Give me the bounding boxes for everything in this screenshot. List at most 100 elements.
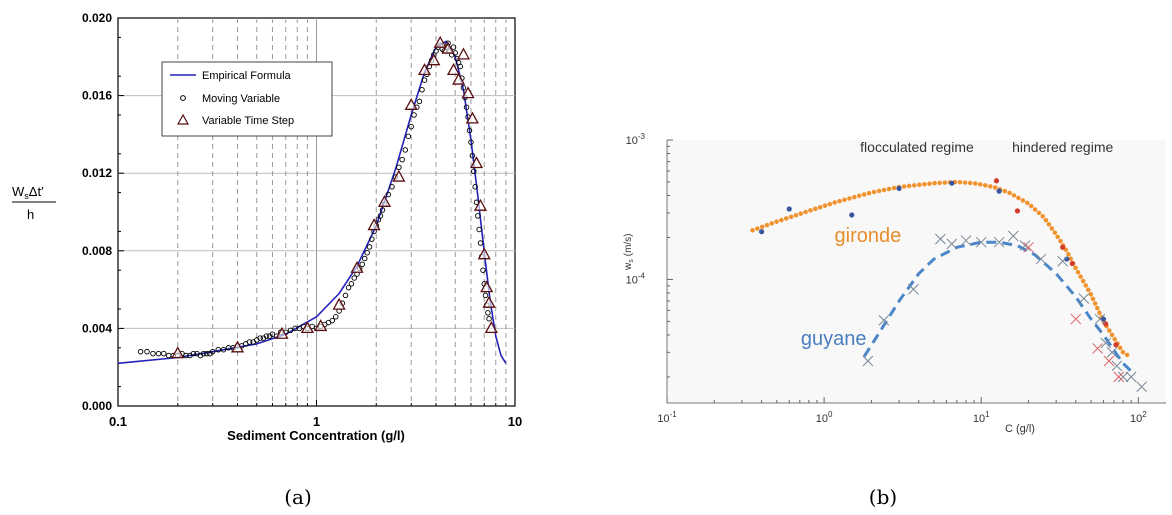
legend-swatch-variable [176,113,190,125]
y-tick-label: 0.012 [82,166,112,180]
guyane-measurement-point [1092,343,1103,354]
moving-variable-point [466,127,473,134]
y-tick-label: 0.020 [82,11,112,25]
moving-variable-point [257,335,263,341]
moving-variable-point [476,226,482,233]
moving-variable-point [385,191,392,198]
moving-variable-point [377,213,384,219]
chart-a-x-ticks: 0.1 1 10 [109,400,522,429]
gironde-measurement-point [1060,244,1066,250]
moving-variable-point [460,85,467,91]
moving-variable-point [359,261,365,268]
variable-time-step-point [417,63,432,76]
moving-variable-point [144,348,150,355]
y-label-sub: s [24,191,29,201]
moving-variable-point [411,112,417,118]
moving-variable-point [361,255,368,262]
moving-variable-point [485,310,491,316]
variable-time-step-point [473,198,488,211]
moving-variable-point [469,152,476,159]
moving-variable-point [329,317,335,324]
guyane-measurement-point [1136,381,1148,393]
variable-time-step-point [465,111,479,124]
chart-b: 10-1 100 101 102 10-3 10-4 flocculated regime… [623,132,1166,509]
gironde-measurement-point [786,206,792,212]
guyane-measurement-point [1100,337,1112,349]
guyane-measurement-point [960,235,972,246]
variable-time-step-point [461,86,475,99]
guyane-measurement-point [878,314,890,326]
variable-time-step-point [392,169,406,182]
moving-variable-point [408,123,414,130]
guyane-measurement-point [1070,313,1082,325]
x-tick-label: 0.1 [109,414,127,429]
moving-variable-point [348,281,355,287]
y-tick-label: 0.008 [82,244,112,258]
guyane-measurement-point [862,355,874,367]
b-y-label-sub: s [628,259,635,263]
chart-a-legend: Empirical Formula Moving Variable Variab… [161,61,333,137]
guyane-measurement-point [946,238,958,250]
gironde-measurement-point [758,229,765,235]
gironde-measurement-point [993,178,1000,184]
variable-time-step-point [433,35,447,48]
moving-variable-point [486,315,492,322]
moving-variable-point [416,98,423,105]
y-label-rest: Δt′ [29,184,44,199]
moving-variable-point [150,350,156,357]
gironde-measurement-point [849,212,855,218]
moving-variable-point [364,249,370,256]
chart-a-series [117,35,507,365]
chart-b-ticks: 10-1 100 101 102 10-3 10-4 [626,132,1148,425]
variable-time-step-point [482,295,496,308]
chart-a: 0.000 0.004 0.008 0.012 0.016 0.020 0.1 1 10 Em… [12,11,522,509]
guyane-measurement-point [1106,347,1118,358]
b-x-tick-label: 10-1 [657,410,677,425]
caption-a: (a) [284,485,312,509]
variable-time-step-point [469,156,484,169]
variable-time-step-point [484,321,498,334]
moving-variable-point [263,333,270,339]
moving-variable-point [450,44,457,50]
b-y-tick-label: 10-4 [626,271,646,286]
moving-variable-point [351,275,358,281]
moving-variable-point [471,168,477,175]
b-annotation-3: guyane [801,328,867,350]
guyane-measurement-point [935,233,946,245]
b-annotation-2: gironde [835,225,902,247]
gironde-measurement-point [1103,321,1109,327]
y-tick-label: 0.000 [82,399,112,413]
guyane-measurement-point [1125,371,1137,383]
guyane-measurement-point [1113,371,1125,383]
svg-text:ws(m/s): ws (m/s) [623,233,635,271]
moving-variable-point [160,350,167,357]
gironde-measurement-point [1069,260,1075,267]
guyane-measurement-point [1103,355,1115,367]
moving-variable-point [183,352,189,359]
chart-b-plot-area [667,140,1166,403]
x-tick-label: 1 [313,414,320,429]
moving-variable-point [402,147,409,153]
guyane-measurement-point [1019,240,1031,251]
variable-time-step-point [171,346,185,359]
moving-variable-point [137,348,144,355]
chart-b-annotations: flocculated regime hindered regime gironde… [801,139,1114,350]
moving-variable-point [220,346,227,353]
y-label-denominator: h [27,207,34,222]
variable-time-step-point [314,319,328,332]
variable-time-step-point [230,340,245,353]
y-tick-label: 0.016 [82,89,112,103]
legend-label-empirical: Empirical Formula [202,70,292,82]
variable-time-step-point [456,47,471,60]
chart-a-y-label: WsΔt′ h [12,184,56,222]
chart-b-y-label: ws (m/s) [623,233,635,271]
moving-variable-point [342,292,349,299]
moving-variable-point [472,184,478,190]
moving-variable-point [332,314,339,320]
guyane-measurement-point [1111,360,1123,372]
chart-a-y-ticks: 0.000 0.004 0.008 0.012 0.016 0.020 [82,11,124,413]
guyane-fit-curve [862,240,1133,373]
moving-variable-point [345,284,352,291]
guyane-measurement-point [908,283,919,295]
variable-time-step-point [480,280,494,293]
